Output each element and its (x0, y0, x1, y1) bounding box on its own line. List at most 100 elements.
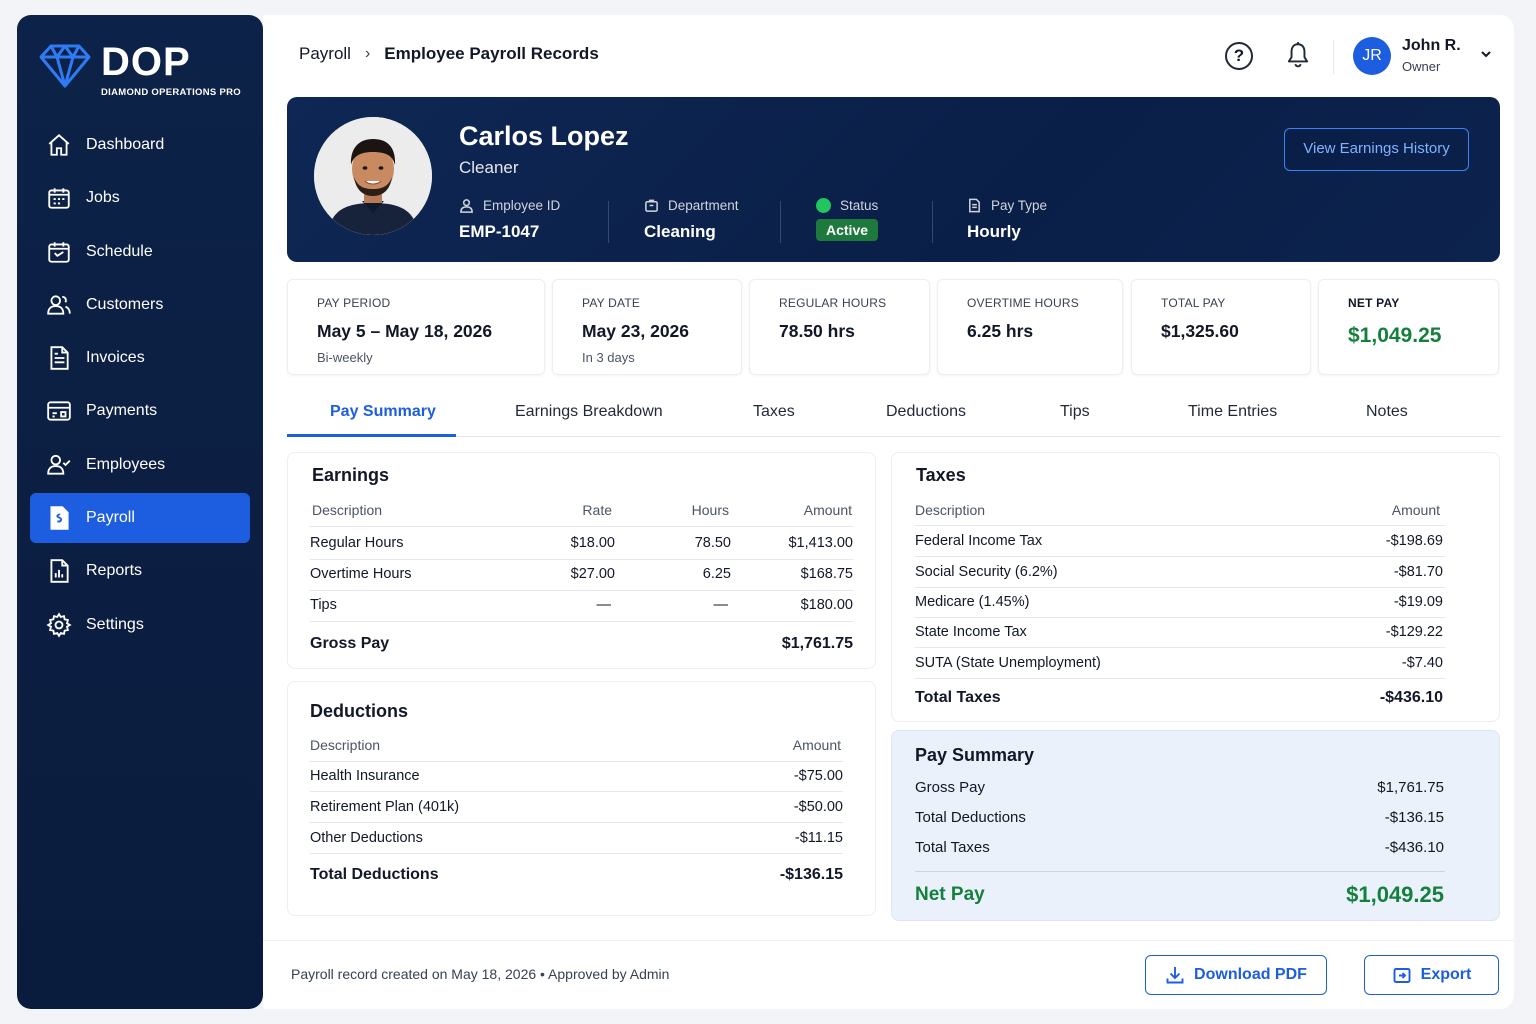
sidebar-item-settings[interactable]: Settings (30, 600, 250, 650)
employee-id-label-row: Employee ID (459, 198, 560, 213)
divider (780, 201, 781, 243)
stat-label: OVERTIME HOURS (967, 296, 1079, 310)
table-cell: Health Insurance (310, 768, 420, 784)
export-icon (1393, 968, 1411, 983)
employees-icon (47, 454, 71, 475)
table-cell: $168.75 (800, 566, 853, 582)
user-name[interactable]: John R. (1402, 37, 1461, 54)
table-cell: State Income Tax (915, 624, 1027, 640)
briefcase-icon (645, 199, 658, 212)
tab-time-entries[interactable]: Time Entries (1188, 403, 1278, 420)
breadcrumb: Payroll › Employee Payroll Records (299, 44, 599, 64)
panel-title: Pay Summary (915, 745, 1035, 765)
table-cell: -$75.00 (793, 768, 843, 784)
divider (932, 201, 933, 243)
active-tab-indicator (287, 434, 456, 437)
download-icon (1166, 967, 1184, 984)
stat-value: $1,325.60 (1161, 321, 1239, 341)
reports-icon (50, 559, 69, 584)
stat-value: May 5 – May 18, 2026 (317, 321, 493, 341)
brand-logo[interactable]: DOP DIAMOND OPERATIONS PRO (37, 42, 241, 98)
stat-value: May 23, 2026 (582, 321, 690, 341)
divider (1333, 40, 1334, 74)
export-label: Export (1420, 966, 1472, 983)
divider (608, 201, 609, 243)
customers-icon (47, 295, 71, 315)
stat-sub: In 3 days (582, 350, 635, 365)
employee-profile-banner: Carlos Lopez Cleaner Employee ID EMP-104… (287, 97, 1500, 262)
sidebar-item-payroll[interactable]: Payroll (30, 493, 250, 544)
stat-label: NET PAY (1348, 296, 1400, 310)
summary-label: Total Deductions (915, 809, 1026, 826)
table-cell: -$198.69 (1385, 533, 1443, 549)
sidebar-item-dashboard[interactable]: Dashboard (30, 120, 250, 170)
net-pay-value: $1,049.25 (1346, 882, 1444, 907)
tab-earnings-breakdown[interactable]: Earnings Breakdown (515, 403, 663, 420)
table-cell: 78.50 (694, 535, 731, 551)
col-header: Description (310, 737, 381, 753)
chevron-down-icon[interactable] (1479, 47, 1493, 61)
divider (310, 526, 853, 527)
employee-avatar-image (314, 117, 432, 235)
breadcrumb-current: Employee Payroll Records (384, 44, 599, 63)
employee-photo (314, 117, 432, 235)
export-button[interactable]: Export (1364, 955, 1499, 995)
table-cell: $27.00 (570, 566, 615, 582)
table-cell: -$19.09 (1393, 594, 1443, 610)
table-cell: 6.25 (702, 566, 731, 582)
divider (310, 761, 843, 762)
sidebar-item-schedule[interactable]: Schedule (30, 227, 250, 277)
table-cell: Other Deductions (310, 830, 423, 846)
avatar[interactable]: JR (1353, 37, 1391, 75)
employee-name: Carlos Lopez (459, 121, 629, 151)
divider (310, 822, 843, 823)
sidebar-item-invoices[interactable]: Invoices (30, 333, 250, 383)
bell-icon[interactable] (1285, 41, 1311, 69)
gross-pay-label: Gross Pay (310, 635, 390, 652)
download-pdf-button[interactable]: Download PDF (1145, 955, 1327, 995)
table-cell: Medicare (1.45%) (915, 594, 1030, 610)
pay-type-block: Pay Type Hourly (967, 198, 1047, 242)
sidebar-item-label: Dashboard (86, 136, 165, 153)
record-footer-note: Payroll record created on May 18, 2026 •… (291, 966, 670, 982)
tab-pay-summary[interactable]: Pay Summary (330, 403, 436, 420)
view-earnings-history-button[interactable]: View Earnings History (1284, 128, 1469, 171)
stat-value: 6.25 hrs (967, 321, 1034, 341)
jobs-icon (48, 188, 70, 209)
top-bar: Payroll › Employee Payroll Records ? JR … (263, 15, 1514, 93)
breadcrumb-root-link[interactable]: Payroll (299, 44, 351, 63)
sidebar-item-label: Payments (86, 402, 158, 420)
panel-title: Taxes (916, 465, 966, 485)
panel-title: Earnings (312, 465, 390, 485)
sidebar-item-jobs[interactable]: Jobs (30, 173, 250, 223)
gross-pay-value: $1,761.75 (781, 635, 853, 652)
sidebar-item-label: Employees (86, 455, 166, 473)
sidebar-item-reports[interactable]: Reports (30, 546, 250, 596)
taxes-panel: Taxes Description Amount Federal Income … (891, 452, 1500, 722)
total-deductions-label: Total Deductions (310, 866, 439, 883)
divider (310, 853, 843, 854)
sidebar-item-payments[interactable]: Payments (30, 386, 250, 436)
stat-card-total-pay: TOTAL PAY $1,325.60 (1131, 279, 1311, 375)
tab-taxes[interactable]: Taxes (753, 403, 795, 420)
tab-tips[interactable]: Tips (1060, 403, 1090, 420)
sidebar-item-customers[interactable]: Customers (30, 280, 250, 330)
sidebar-item-label: Settings (86, 615, 144, 633)
table-cell: $180.00 (800, 597, 853, 613)
sidebar-item-employees[interactable]: Employees (30, 440, 250, 490)
stat-label: TOTAL PAY (1161, 296, 1226, 310)
table-cell: Regular Hours (310, 535, 404, 551)
chevron-right-icon: › (364, 45, 371, 62)
help-icon[interactable]: ? (1225, 42, 1253, 70)
total-taxes-label: Total Taxes (915, 689, 1001, 706)
divider (915, 647, 1445, 648)
sidebar-item-label: Reports (86, 562, 143, 580)
sidebar-item-label: Payroll (86, 509, 135, 527)
tab-deductions[interactable]: Deductions (886, 403, 967, 420)
tab-notes[interactable]: Notes (1366, 403, 1408, 420)
col-header: Rate (582, 502, 612, 518)
invoice-icon (50, 346, 69, 370)
divider (310, 559, 853, 560)
summary-label: Total Taxes (915, 839, 990, 856)
department-value: Cleaning (644, 222, 716, 241)
